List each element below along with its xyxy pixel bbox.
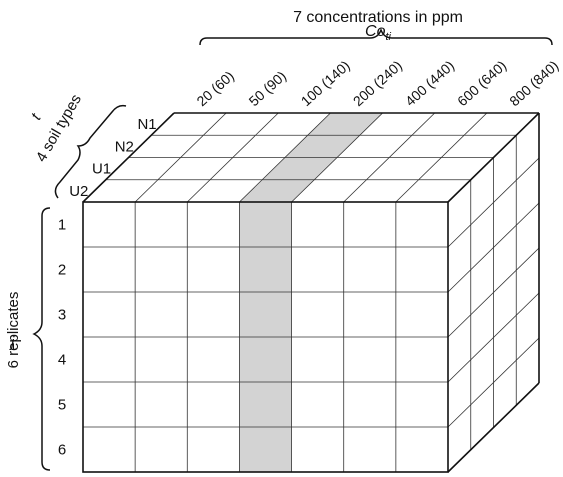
cube-grid [82, 112, 540, 473]
soil-brace [54, 104, 127, 199]
concentration-brace [199, 27, 553, 46]
replicate-label: 3 [58, 307, 66, 324]
front-face-border [82, 201, 449, 473]
replicate-label: 5 [58, 397, 66, 414]
cube-edge [447, 382, 540, 473]
concentration-label: 800 (840) [506, 57, 561, 109]
cube-edge [447, 112, 540, 203]
concentration-symbol-base: Co [365, 23, 386, 40]
soil-label: N1 [137, 116, 156, 133]
highlight-fills [239, 113, 383, 472]
replicate-label: 4 [58, 352, 66, 369]
concentration-symbol-sub: ti [385, 31, 391, 43]
concentration-label: 20 (60) [193, 68, 237, 110]
replicate-labels: 1 2 3 4 5 6 [58, 217, 66, 459]
concentration-title-visible: 7 concentrations in ppm [293, 9, 463, 26]
replicates-title: 6 replicates [5, 292, 22, 369]
side-row-line [447, 202, 540, 293]
soil-label: N2 [115, 138, 134, 155]
replicate-label: 6 [58, 442, 66, 459]
side-row-line [447, 157, 540, 248]
soil-label: U1 [92, 161, 111, 178]
concentration-symbol: Coti [365, 23, 392, 43]
concentration-labels: 20 (60) 50 (90) 100 (140)200 (240)400 (440… [193, 57, 561, 109]
soil-label: U2 [69, 183, 88, 200]
soil-title: 4 soil types [33, 92, 85, 165]
side-row-line [447, 247, 540, 338]
concentration-label: 50 (90) [246, 68, 290, 110]
cube-edge [82, 112, 175, 203]
concentration-label: 100 (140) [298, 57, 353, 109]
side-row-line [447, 292, 540, 383]
replicate-label: 1 [58, 217, 66, 234]
concentration-label: 600 (640) [454, 57, 509, 109]
replicates-brace [32, 207, 51, 471]
replicates-symbol: j [9, 334, 15, 351]
side-row-line [447, 337, 540, 428]
soil-symbol: t [28, 110, 45, 123]
concentration-label: 200 (240) [350, 57, 405, 109]
braces [32, 27, 553, 471]
concentration-label: 400 (440) [402, 57, 457, 109]
replicate-label: 2 [58, 262, 66, 279]
